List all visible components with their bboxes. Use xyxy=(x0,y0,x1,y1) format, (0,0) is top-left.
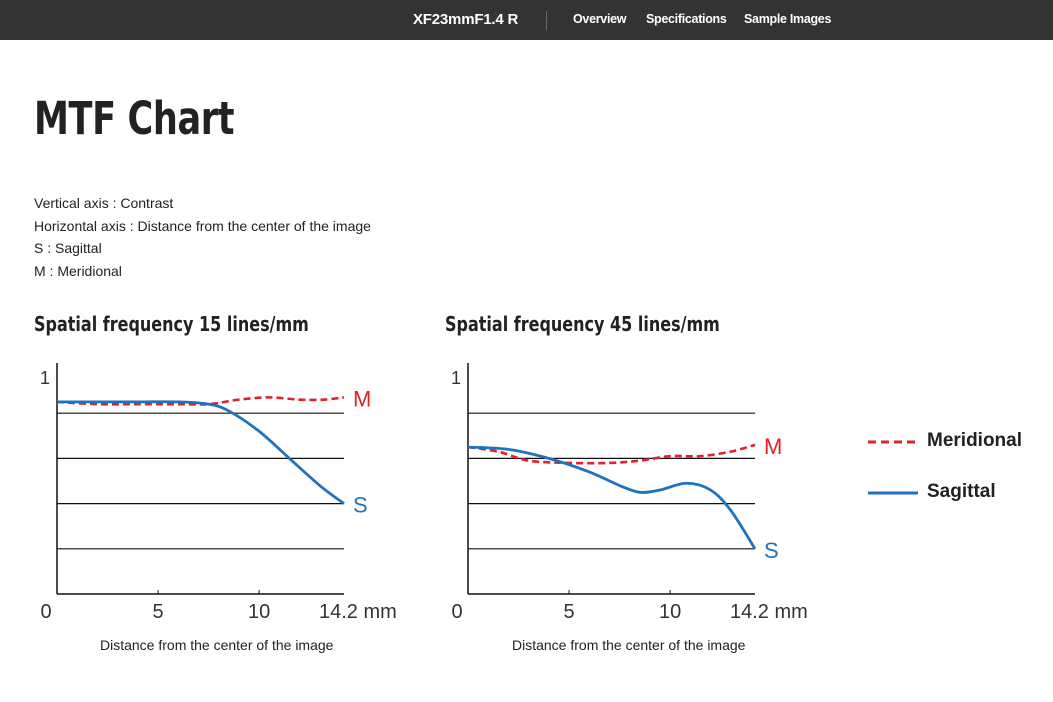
chart-15-xlabel: Distance from the center of the image xyxy=(100,637,334,653)
chart-45-series-sagittal-label: S xyxy=(764,538,779,563)
chart-45-series-meridional-line xyxy=(467,443,756,465)
chart-15-title: Spatial frequency 15 lines/mm xyxy=(34,312,309,336)
chart-15-series-sagittal-line xyxy=(56,400,345,505)
nav-sample-images-link[interactable]: Sample Images xyxy=(744,12,832,26)
chart-15-x-tick-label: 10 xyxy=(248,601,270,623)
chart-15-x-tick-label: 14.2 mm xyxy=(319,601,397,623)
page-title: MTF Chart xyxy=(34,92,235,145)
top-navigation-bar: XF23mmF1.4 R Overview Specifications Sam… xyxy=(0,0,1053,40)
chart-description: Vertical axis : Contrast Horizontal axis… xyxy=(34,192,371,282)
chart-15-x-tick-label: 0 xyxy=(40,601,51,623)
chart-45-y-tick-label: 1 xyxy=(451,368,461,388)
chart-45-x-tick-label: 0 xyxy=(451,601,462,623)
legend-dashed-line-icon xyxy=(868,440,918,444)
chart-45-x-tick-label: 14.2 mm xyxy=(730,601,808,623)
legend-solid-line-icon xyxy=(868,491,918,495)
chart-45-series-sagittal-line xyxy=(467,445,757,550)
chart-45-xlabel: Distance from the center of the image xyxy=(512,637,746,653)
legend-meridional-label: Meridional xyxy=(927,430,1023,451)
nav-overview-link[interactable]: Overview xyxy=(573,12,627,26)
chart-45-series-meridional-label: M xyxy=(764,434,782,459)
chart-15-y-tick-label: 1 xyxy=(40,368,50,388)
description-meridional: M : Meridional xyxy=(34,262,122,279)
nav-divider xyxy=(546,11,547,30)
legend-meridional: Meridional xyxy=(860,430,1050,460)
chart-15-series-meridional-label: M xyxy=(353,386,371,411)
legend-sagittal-label: Sagittal xyxy=(927,481,996,502)
description-vertical-axis: Vertical axis : Contrast xyxy=(34,195,174,211)
product-name: XF23mmF1.4 R xyxy=(413,11,519,28)
nav-specifications-link[interactable]: Specifications xyxy=(646,12,727,26)
chart-45-title: Spatial frequency 45 lines/mm xyxy=(445,312,720,336)
description-sagittal: S : Sagittal xyxy=(34,240,102,256)
chart-15-series-sagittal-label: S xyxy=(353,493,368,518)
chart-15-x-tick-label: 5 xyxy=(152,601,163,623)
legend-sagittal: Sagittal xyxy=(860,481,1050,511)
chart-legend: Meridional Sagittal xyxy=(860,422,1050,522)
chart-45-x-tick-label: 10 xyxy=(659,601,681,623)
chart-15-series-meridional-line xyxy=(56,396,345,406)
description-horizontal-axis: Horizontal axis : Distance from the cent… xyxy=(34,217,371,234)
chart-45-x-tick-label: 5 xyxy=(563,601,574,623)
